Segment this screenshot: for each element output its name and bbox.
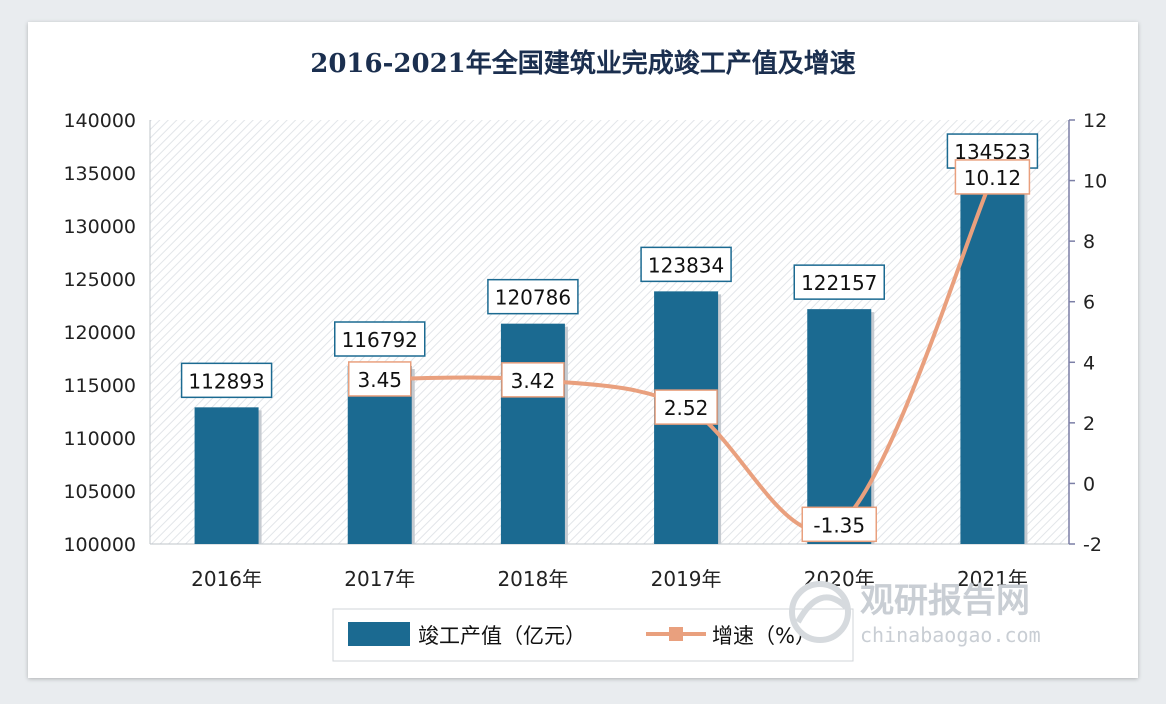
watermark-url: chinabaogao.com bbox=[860, 623, 1041, 647]
line-value-label: 3.45 bbox=[357, 368, 402, 392]
watermark-logo-icon bbox=[789, 581, 851, 643]
bar-value-box bbox=[334, 321, 426, 357]
y-left-tick-label: 115000 bbox=[63, 375, 136, 397]
bar-value-box bbox=[793, 264, 885, 300]
y-left-tick-label: 100000 bbox=[63, 534, 136, 556]
legend-swatch-bar bbox=[348, 622, 410, 646]
y-right-tick-label: -2 bbox=[1083, 534, 1102, 556]
y-right-tick-label: 2 bbox=[1083, 413, 1095, 435]
bar-value-label: 123834 bbox=[648, 253, 724, 277]
y-right-tick-label: 10 bbox=[1083, 171, 1107, 193]
x-tick-label: 2021年 bbox=[957, 567, 1028, 591]
bar bbox=[194, 407, 259, 544]
y-right-tick-label: 12 bbox=[1083, 110, 1107, 132]
line-value-box bbox=[801, 506, 877, 543]
bar-value-box bbox=[640, 246, 732, 283]
chart-title: 2016-2021年全国建筑业完成竣工产值及增速 bbox=[310, 48, 856, 79]
bar bbox=[807, 309, 872, 544]
chart: 2016-2021年全国建筑业完成竣工产值及增速 100000 105000 110… bbox=[63, 48, 1107, 662]
line-value-box bbox=[348, 361, 412, 397]
bar-value-label: 122157 bbox=[801, 271, 877, 295]
line-value-box bbox=[954, 159, 1031, 195]
x-tick-label: 2016年 bbox=[191, 567, 262, 591]
y-left-tick-label: 140000 bbox=[63, 110, 136, 132]
watermark: 观研报告网 chinabaogao.com bbox=[789, 581, 1041, 647]
x-tick-label: 2019年 bbox=[651, 567, 722, 591]
bar bbox=[960, 178, 1025, 544]
bar-value-box bbox=[487, 278, 579, 315]
x-tick-label: 2018年 bbox=[497, 567, 568, 591]
y-right-tick-label: 0 bbox=[1083, 473, 1095, 495]
legend-swatch-marker bbox=[669, 627, 683, 641]
bar-value-box bbox=[180, 362, 273, 399]
y-right-tick-label: 6 bbox=[1083, 292, 1095, 314]
legend-box bbox=[332, 608, 854, 662]
line-value-label: 2.52 bbox=[664, 396, 709, 420]
y-left-tick-label: 125000 bbox=[63, 269, 136, 291]
y-left-tick-label: 135000 bbox=[63, 163, 136, 185]
y-left-tick-label: 130000 bbox=[63, 216, 136, 238]
line-value-box bbox=[501, 362, 565, 398]
line-value-label: 3.42 bbox=[511, 369, 556, 393]
bar-value-label: 112893 bbox=[188, 369, 264, 393]
watermark-brand: 观研报告网 bbox=[860, 581, 1030, 621]
line-value-box bbox=[654, 389, 718, 425]
line-value-label: 10.12 bbox=[964, 166, 1021, 190]
y-left-tick-label: 110000 bbox=[63, 428, 136, 450]
y-left-tick-label: 120000 bbox=[63, 322, 136, 344]
legend-label-bar: 竣工产值（亿元） bbox=[418, 624, 586, 648]
plot-area bbox=[150, 120, 1069, 544]
bar bbox=[500, 323, 565, 544]
chart-card: 2016-2021年全国建筑业完成竣工产值及增速 100000 105000 110… bbox=[28, 22, 1138, 678]
line-value-label: -1.35 bbox=[813, 513, 865, 537]
x-tick-label: 2017年 bbox=[344, 567, 415, 591]
legend: 竣工产值（亿元） 增速（%） bbox=[332, 608, 854, 662]
y-right-tick-label: 4 bbox=[1083, 352, 1095, 374]
bar-value-label: 120786 bbox=[495, 286, 571, 310]
y-right-tick-label: 8 bbox=[1083, 231, 1095, 253]
y-left-tick-label: 105000 bbox=[63, 481, 136, 503]
watermark-logo-swoosh-icon bbox=[795, 594, 849, 624]
bar-value-label: 116792 bbox=[342, 328, 418, 352]
